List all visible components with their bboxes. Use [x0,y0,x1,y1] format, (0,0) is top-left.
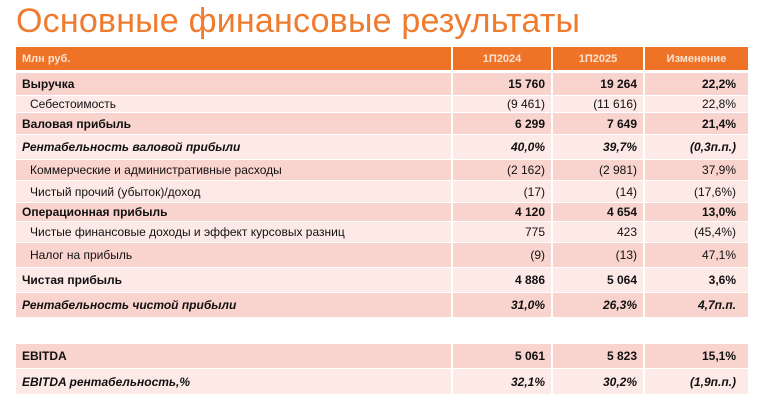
table-row-net-margin: Рентабельность чистой прибыли 31,0% 26,3… [16,293,748,318]
table-row-income-tax: Налог на прибыль (9) (13) 47,1% [16,243,748,268]
value-1h2025: 4 654 [553,203,645,221]
row-label: Рентабельность чистой прибыли [16,293,453,317]
value-change: 22,2% [701,77,736,91]
value-1h2024: 4 886 [453,268,553,292]
row-label: Себестоимость [16,96,453,112]
value-1h2024: (17) [453,181,553,202]
table-row-cost: Себестоимость (9 461) (11 616) 22,8% [16,96,748,113]
table-row-other: Чистый прочий (убыток)/доход (17) (14) (… [16,181,748,203]
value-1h2025: (13) [553,243,645,267]
value-change: (17,6%) [693,184,736,199]
table-row-gross-profit: Валовая прибыль 6 299 7 649 21,4% [16,113,748,135]
value-change: (1,9п.п.) [689,374,736,389]
value-change: (0,3п.п.) [689,140,736,154]
value-1h2024: 4 120 [453,203,553,221]
value-1h2024: (2 162) [453,160,553,180]
table-row-ebitda: EBITDA 5 061 5 823 15,1% [16,344,748,369]
value-change: 47,1% [701,248,736,262]
value-1h2025: 19 264 [553,73,645,95]
value-1h2025: (14) [553,181,645,202]
header-1h2025: 1П2025 [553,47,645,70]
row-label: EBITDA рентабельность,% [16,369,453,394]
value-change: (45,4%) [693,225,736,239]
row-label: Рентабельность валовой прибыли [16,135,453,159]
value-1h2025: 39,7% [553,135,645,159]
value-1h2025: (2 981) [553,160,645,180]
value-1h2024: 6 299 [453,113,553,134]
page-title: Основные финансовые результаты [16,2,581,40]
table-row-ebitda-margin: EBITDA рентабельность,% 32,1% 30,2% (1,9… [16,369,748,395]
header-unit: Млн руб. [16,47,453,70]
value-1h2024: 15 760 [453,73,553,95]
value-1h2024: 775 [453,222,553,242]
value-1h2024: (9) [453,243,553,267]
value-1h2024: 32,1% [453,369,553,394]
value-1h2025: 5 823 [553,344,645,368]
value-1h2025: (11 616) [553,96,645,112]
row-label: Коммерческие и административные расходы [16,160,453,180]
ebitda-table: EBITDA 5 061 5 823 15,1% EBITDA рентабел… [16,344,748,395]
value-1h2025: 26,3% [553,293,645,317]
value-1h2025: 7 649 [553,113,645,134]
table-row-net-profit: Чистая прибыль 4 886 5 064 3,6% [16,268,748,293]
table-row-operating-profit: Операционная прибыль 4 120 4 654 13,0% [16,203,748,222]
value-change: 22,8% [701,97,736,111]
row-label: Чистые финансовые доходы и эффект курсов… [16,222,453,242]
value-change: 13,0% [701,205,736,219]
value-change: 4,7п.п. [697,298,736,312]
table-row-revenue: Выручка 15 760 19 264 22,2% [16,73,748,96]
financial-table: Млн руб. 1П2024 1П2025 Изменение Выручка… [16,47,748,318]
row-label: Чистая прибыль [16,268,453,292]
value-1h2025: 423 [553,222,645,242]
table-header: Млн руб. 1П2024 1П2025 Изменение [16,47,748,71]
value-1h2024: 5 061 [453,344,553,368]
value-1h2025: 5 064 [553,268,645,292]
value-1h2024: 31,0% [453,293,553,317]
value-1h2024: 40,0% [453,135,553,159]
value-change: 37,9% [701,163,736,177]
value-change: 3,6% [708,273,736,287]
row-label: EBITDA [16,344,453,368]
row-label: Выручка [16,73,453,95]
row-label: Операционная прибыль [16,203,453,221]
value-1h2024: (9 461) [453,96,553,112]
row-label: Чистый прочий (убыток)/доход [16,181,453,202]
row-label: Валовая прибыль [16,113,453,134]
header-change: Изменение [666,52,727,65]
value-change: 21,4% [701,116,736,131]
value-change: 15,1% [701,349,736,363]
value-1h2025: 30,2% [553,369,645,394]
row-label: Налог на прибыль [16,243,453,267]
table-row-finance-income: Чистые финансовые доходы и эффект курсов… [16,222,748,243]
table-row-sga: Коммерческие и административные расходы … [16,160,748,181]
header-1h2024: 1П2024 [453,47,553,70]
table-row-gross-margin: Рентабельность валовой прибыли 40,0% 39,… [16,135,748,160]
